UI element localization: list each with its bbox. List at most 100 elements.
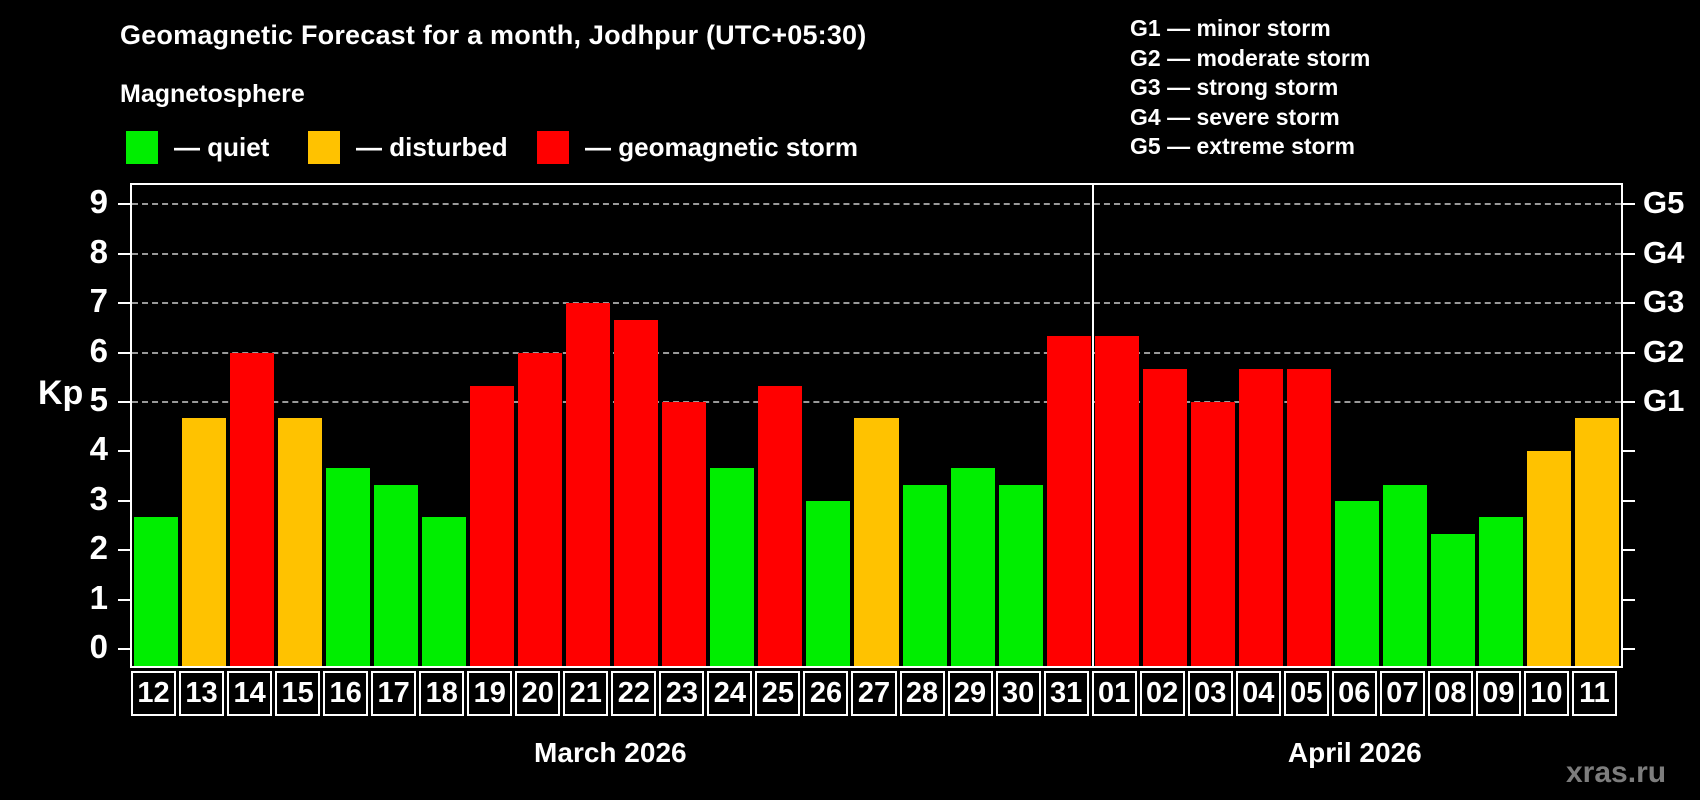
legend-item-quiet: — quiet — [126, 131, 269, 164]
day-label-09: 09 — [1475, 671, 1521, 716]
kp-bar-day-29 — [950, 467, 995, 666]
day-label-18: 18 — [419, 671, 465, 716]
day-label-03: 03 — [1187, 671, 1233, 716]
day-label-17: 17 — [371, 671, 417, 716]
day-label-26: 26 — [803, 671, 849, 716]
kp-bar-day-31 — [1046, 336, 1091, 666]
gridline-kp7 — [132, 302, 1621, 305]
kp-bar-day-19 — [470, 385, 515, 666]
kp-bar-day-17 — [374, 484, 419, 666]
day-label-15: 15 — [275, 671, 321, 716]
kp-bar-day-11 — [1574, 418, 1619, 666]
day-label-22: 22 — [611, 671, 657, 716]
day-label-16: 16 — [323, 671, 369, 716]
day-label-24: 24 — [707, 671, 753, 716]
y-axis-tick-left-4 — [118, 450, 130, 453]
day-label-19: 19 — [467, 671, 513, 716]
chart-subtitle: Magnetosphere — [120, 80, 305, 108]
kp-bar-day-20 — [518, 352, 563, 666]
y-axis-tick-label-5: 5 — [89, 381, 108, 418]
y-axis-tick-right-9 — [1623, 203, 1635, 206]
gridline-kp6 — [132, 351, 1621, 354]
g-legend-line-g5: G5 — extreme storm — [1130, 133, 1355, 159]
storm-swatch-icon — [537, 131, 569, 164]
y-axis-tick-left-1 — [118, 598, 130, 601]
y-axis-tick-left-8 — [118, 252, 130, 255]
kp-bar-day-05 — [1286, 368, 1331, 666]
y-axis-tick-label-6: 6 — [89, 331, 108, 369]
kp-bar-day-23 — [662, 402, 707, 666]
kp-bar-day-26 — [806, 500, 851, 666]
g-axis-label-g5: G5 — [1643, 185, 1685, 221]
y-axis-tick-label-9: 9 — [89, 183, 108, 221]
y-axis-tick-right-8 — [1623, 252, 1635, 255]
kp-bar-day-04 — [1238, 368, 1283, 666]
y-axis-tick-left-0 — [118, 648, 130, 650]
g-legend-line-g2: G2 — moderate storm — [1130, 44, 1371, 71]
month-label-march: March 2026 — [534, 737, 687, 768]
kp-bar-day-28 — [902, 484, 947, 666]
y-axis-tick-right-3 — [1623, 499, 1635, 502]
y-axis-tick-label-8: 8 — [89, 232, 108, 270]
g-axis-label-g2: G2 — [1643, 333, 1685, 369]
day-label-31: 31 — [1043, 671, 1089, 716]
day-label-13: 13 — [179, 671, 225, 716]
y-axis-tick-right-0 — [1623, 648, 1635, 650]
g-axis-label-g3: G3 — [1643, 284, 1685, 320]
gridline-kp9 — [132, 203, 1621, 206]
y-axis-tick-label-4: 4 — [89, 430, 108, 468]
day-label-08: 08 — [1427, 671, 1473, 716]
day-label-11: 11 — [1571, 671, 1617, 716]
month-label-april: April 2026 — [1287, 737, 1422, 768]
kp-bar-day-13 — [182, 418, 227, 666]
kp-bar-day-27 — [854, 418, 899, 666]
day-label-01: 01 — [1091, 671, 1137, 716]
legend-label-quiet: — quiet — [174, 132, 270, 162]
watermark: xras.ru — [1566, 756, 1667, 789]
day-label-29: 29 — [947, 671, 993, 716]
legend-label-storm: — geomagnetic storm — [585, 132, 859, 162]
legend-item-disturbed: — disturbed — [308, 131, 508, 164]
day-label-14: 14 — [227, 671, 273, 716]
kp-bar-day-14 — [230, 352, 275, 666]
y-axis-tick-left-3 — [118, 499, 130, 502]
y-axis-tick-label-0: 0 — [89, 628, 108, 665]
y-axis-tick-right-5 — [1623, 401, 1635, 403]
y-axis-tick-label-7: 7 — [89, 282, 108, 320]
day-label-20: 20 — [515, 671, 561, 716]
g-axis-label-g1: G1 — [1643, 383, 1685, 418]
legend-item-storm: — geomagnetic storm — [537, 131, 858, 164]
day-label-02: 02 — [1139, 671, 1185, 716]
plot-area — [130, 183, 1623, 668]
y-axis-tick-label-3: 3 — [89, 479, 108, 517]
g-legend-line-g3: G3 — strong storm — [1130, 74, 1339, 100]
quiet-swatch-icon — [126, 131, 158, 164]
day-label-04: 04 — [1235, 671, 1281, 716]
kp-bar-day-24 — [710, 467, 755, 666]
kp-bar-day-30 — [998, 484, 1043, 666]
kp-bar-day-10 — [1526, 451, 1571, 666]
day-label-12: 12 — [131, 671, 177, 716]
kp-axis-label: Kp — [38, 374, 84, 412]
kp-bar-day-21 — [566, 303, 611, 666]
day-label-30: 30 — [995, 671, 1041, 716]
kp-bar-day-07 — [1382, 484, 1427, 666]
kp-bar-day-06 — [1334, 500, 1379, 666]
kp-bar-day-16 — [326, 467, 371, 666]
g-legend-line-g4: G4 — severe storm — [1130, 103, 1340, 130]
g-scale-legend: G1 — minor storm G2 — moderate storm G3 … — [1130, 14, 1370, 162]
y-axis-tick-left-9 — [118, 203, 130, 206]
kp-bar-day-18 — [422, 517, 467, 666]
kp-bar-day-22 — [614, 319, 659, 666]
y-axis-tick-label-1: 1 — [89, 578, 108, 616]
g-axis-label-g4: G4 — [1643, 234, 1685, 270]
gridline-kp8 — [132, 252, 1621, 255]
legend-label-disturbed: — disturbed — [356, 132, 508, 162]
y-axis-tick-right-6 — [1623, 351, 1635, 354]
page-title: Geomagnetic Forecast for a month, Jodhpu… — [120, 20, 867, 50]
y-axis-tick-right-2 — [1623, 549, 1635, 552]
day-label-23: 23 — [659, 671, 705, 716]
kp-bar-day-12 — [134, 517, 179, 666]
kp-bar-day-08 — [1430, 533, 1475, 666]
